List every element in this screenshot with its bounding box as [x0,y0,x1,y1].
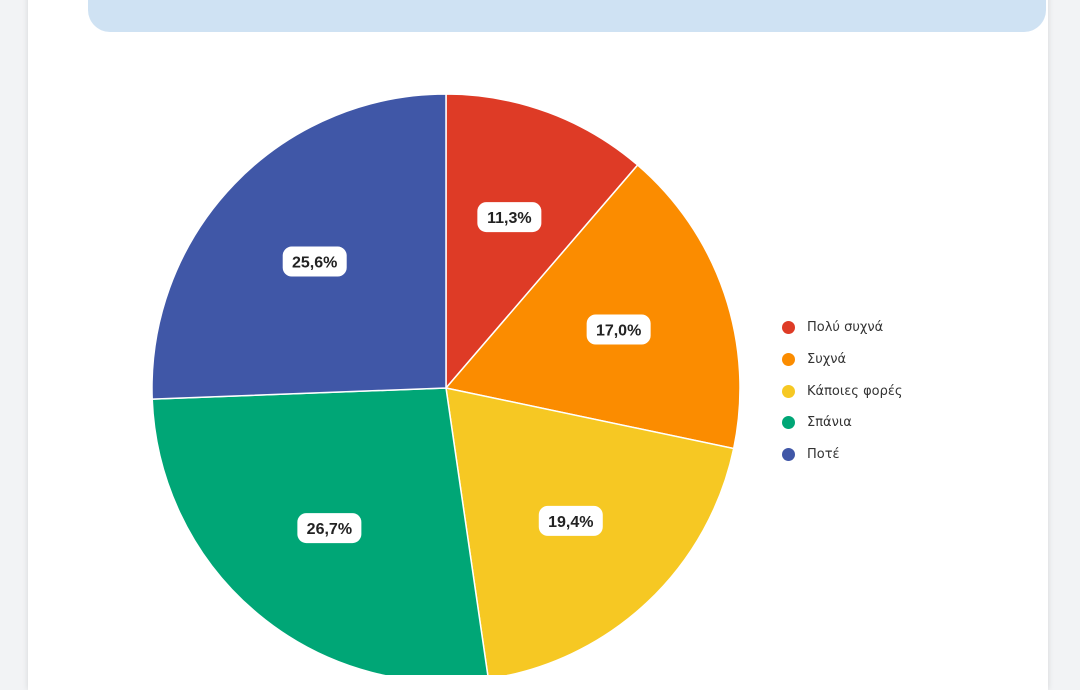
legend-swatch [782,353,795,367]
pie-slice-5 [151,93,447,400]
legend-swatch [782,448,795,462]
legend-label: Πολύ συχνά [807,320,884,336]
pie-slice-2 [444,163,741,450]
slice-value-label: 25,6% [292,255,337,272]
slice-label-4: 26,7% [297,513,362,544]
legend-item: Συχνά [782,344,903,376]
slice-label-5: 25,6% [282,246,347,277]
slice-label-1: 11,3% [477,202,542,233]
slice-label-3: 19,4% [538,505,603,536]
slice-label-2: 17,0% [586,314,651,345]
pie-chart: 11,3% 17,0% 19,4% 26,7% 25,6% [151,93,741,675]
legend-swatch [782,384,795,398]
legend-label: Σπάνια [807,415,852,431]
legend-item: Πολύ συχνά [782,312,903,344]
slice-value-label: 11,3% [487,210,531,227]
pie-slice-1 [445,93,639,391]
slice-value-label: 26,7% [307,521,352,538]
legend-item: Κάποιες φορές [782,375,903,407]
title-banner [88,0,1046,32]
legend-label: Ποτέ [807,447,840,463]
slice-value-label: 17,0% [596,322,641,339]
legend-item: Ποτέ [782,439,903,471]
legend-label: Συχνά [807,352,847,368]
legend-swatch [782,321,795,335]
legend-item: Σπάνια [782,407,903,439]
legend-label: Κάποιες φορές [807,383,903,399]
slice-value-label: 19,4% [548,514,593,531]
chart-legend: Πολύ συχνά Συχνά Κάποιες φορές Σπάνια Ποτέ [782,312,903,470]
legend-swatch [782,416,795,430]
